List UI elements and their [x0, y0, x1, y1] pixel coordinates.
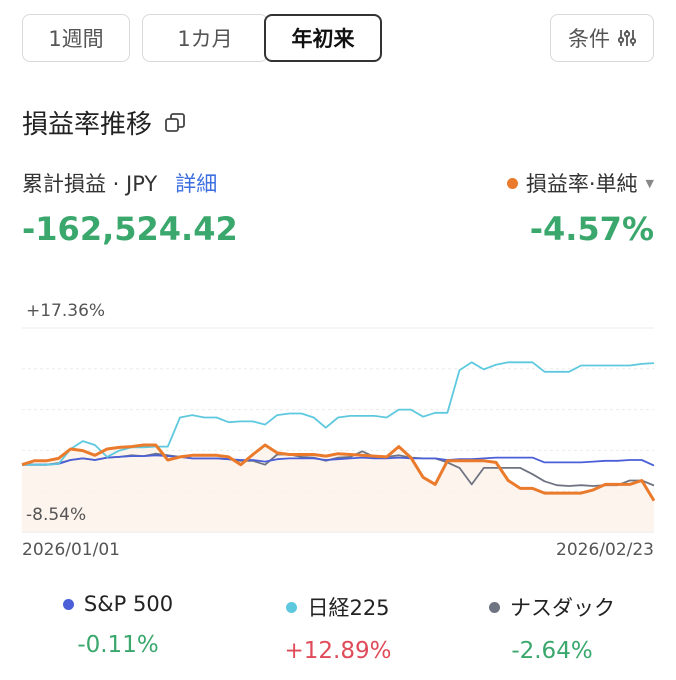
legend-nasdaq[interactable]: ナスダック -2.64%: [452, 592, 652, 664]
sliders-icon: [618, 30, 636, 46]
cumulative-value: -162,524.42: [22, 210, 238, 248]
copy-icon[interactable]: [164, 112, 186, 134]
detail-link[interactable]: 詳細: [175, 172, 218, 196]
tab-1-month[interactable]: 1カ月: [142, 14, 268, 62]
rate-type-label: 損益率·単純: [525, 172, 638, 196]
nikkei-series-line: [22, 361, 655, 466]
legend-name: 日経225: [307, 596, 390, 620]
legend-nikkei[interactable]: 日経225 +12.89%: [238, 592, 438, 664]
tab-label: 年初来: [291, 27, 355, 51]
section-title: 損益率推移: [22, 110, 153, 140]
section-header: 損益率推移: [22, 104, 186, 141]
rate-type-selector[interactable]: 損益率·単純 ▼: [506, 168, 654, 198]
portfolio-area: [22, 445, 654, 532]
legend-sp500[interactable]: S&P 500 -0.11%: [18, 592, 218, 658]
cumulative-row: 累計損益 · JPY 詳細: [22, 168, 217, 198]
sp500-series-line: [22, 454, 655, 467]
condition-label: 条件: [568, 27, 610, 51]
sp500-dot-icon: [62, 598, 74, 610]
legend-name: ナスダック: [510, 596, 615, 620]
condition-button[interactable]: 条件: [550, 14, 654, 62]
x-end-label: 2026/02/23: [556, 540, 654, 560]
nikkei-dot-icon: [286, 601, 298, 613]
legend-value: +12.89%: [284, 638, 392, 664]
caret-down-icon: ▼: [645, 176, 654, 190]
legend-name: S&P 500: [83, 592, 174, 616]
portfolio-series-line: [21, 443, 656, 502]
y-bottom-label: -8.54%: [26, 505, 87, 525]
cumulative-label: 累計損益 · JPY: [22, 172, 158, 196]
y-top-label: +17.36%: [26, 301, 106, 321]
tab-label: 1カ月: [177, 27, 233, 51]
period-tabs: 1週間 1カ月 年初来 条件: [22, 14, 654, 64]
tab-1-week[interactable]: 1週間: [22, 14, 130, 62]
rate-value: -4.57%: [529, 210, 654, 248]
portfolio-dot-icon: [506, 177, 518, 189]
legend-value: -2.64%: [511, 638, 593, 664]
tab-year-to-date[interactable]: 年初来: [264, 14, 382, 62]
legend-value: -0.11%: [77, 632, 159, 658]
x-start-label: 2026/01/01: [22, 540, 120, 560]
tab-label: 1週間: [48, 27, 104, 51]
nasdaq-dot-icon: [489, 601, 500, 613]
